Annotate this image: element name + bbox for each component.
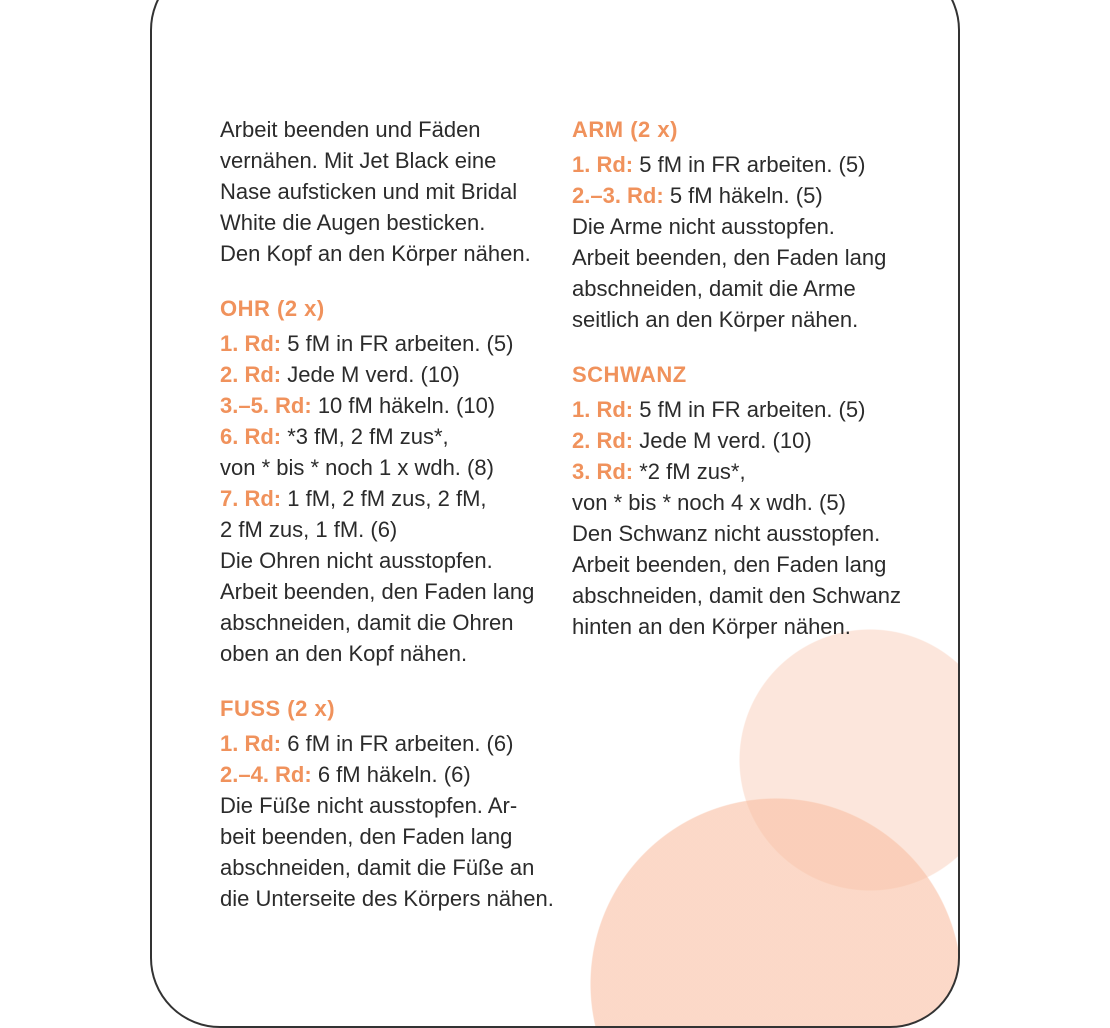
section-heading-arm: ARM (2 x) xyxy=(572,117,678,142)
text-line: 2.–3. Rd: 5 fM häkeln. (5) xyxy=(572,180,932,211)
round-label: 2.–3. Rd: xyxy=(572,183,664,208)
text-line: 7. Rd: 1 fM, 2 fM zus, 2 fM, xyxy=(220,483,560,514)
step-text: 5 fM in FR arbeiten. (5) xyxy=(281,331,514,356)
text-line: beit beenden, den Faden lang xyxy=(220,821,560,852)
step-text: 6 fM in FR arbeiten. (6) xyxy=(281,731,514,756)
section-heading-fuss: FUSS (2 x) xyxy=(220,696,336,721)
round-label: 2. Rd: xyxy=(220,362,282,387)
step-text: abschneiden, damit die Füße an xyxy=(220,855,535,880)
left-column: Arbeit beenden und Fäden vernähen. Mit Je… xyxy=(220,114,560,914)
pattern-card xyxy=(150,0,960,1028)
text-line: Die Arme nicht ausstopfen. xyxy=(572,211,932,242)
round-label: 2.–4. Rd: xyxy=(220,762,312,787)
text-line: 1. Rd: 5 fM in FR arbeiten. (5) xyxy=(572,149,932,180)
step-text: 6 fM häkeln. (6) xyxy=(311,762,471,787)
step-text: Arbeit beenden, den Faden lang xyxy=(220,579,535,604)
round-label: 1. Rd: xyxy=(220,731,282,756)
step-text: Die Füße nicht ausstopfen. Ar- xyxy=(220,793,518,818)
step-text: Den Schwanz nicht ausstopfen. xyxy=(572,521,881,546)
step-text: oben an den Kopf nähen. xyxy=(220,641,468,666)
text-line: Nase aufsticken und mit Bridal xyxy=(220,179,518,204)
step-text: 1 fM, 2 fM zus, 2 fM, xyxy=(281,486,487,511)
round-label: 3. Rd: xyxy=(572,459,634,484)
round-label: 2. Rd: xyxy=(572,428,634,453)
text-line: Arbeit beenden, den Faden lang xyxy=(572,549,932,580)
text-line: die Unterseite des Körpers nähen. xyxy=(220,883,560,914)
section-heading-ohr: OHR (2 x) xyxy=(220,296,325,321)
text-line: Den Schwanz nicht ausstopfen. xyxy=(572,518,932,549)
section-arm-steps: 1. Rd: 5 fM in FR arbeiten. (5) 2.–3. Rd:… xyxy=(572,149,932,335)
step-text: 10 fM häkeln. (10) xyxy=(311,393,496,418)
section-heading-schwanz: SCHWANZ xyxy=(572,362,687,387)
text-line: Arbeit beenden, den Faden lang xyxy=(220,576,560,607)
step-text: seitlich an den Körper nähen. xyxy=(572,307,859,332)
round-label: 1. Rd: xyxy=(572,397,634,422)
text-line: abschneiden, damit den Schwanz xyxy=(572,580,932,611)
text-line: von * bis * noch 1 x wdh. (8) xyxy=(220,452,560,483)
step-text: abschneiden, damit den Schwanz xyxy=(572,583,901,608)
round-label: 3.–5. Rd: xyxy=(220,393,312,418)
round-label: 7. Rd: xyxy=(220,486,282,511)
step-text: Jede M verd. (10) xyxy=(633,428,812,453)
text-line: seitlich an den Körper nähen. xyxy=(572,304,932,335)
text-line: 2. Rd: Jede M verd. (10) xyxy=(572,425,932,456)
text-line: hinten an den Körper nähen. xyxy=(572,611,932,642)
step-text: von * bis * noch 4 x wdh. (5) xyxy=(572,490,846,515)
step-text: beit beenden, den Faden lang xyxy=(220,824,513,849)
section-fuss-steps: 1. Rd: 6 fM in FR arbeiten. (6) 2.–4. Rd:… xyxy=(220,728,560,914)
step-text: Die Ohren nicht ausstopfen. xyxy=(220,548,493,573)
step-text: die Unterseite des Körpers nähen. xyxy=(220,886,554,911)
text-line: 2.–4. Rd: 6 fM häkeln. (6) xyxy=(220,759,560,790)
right-column: ARM (2 x) 1. Rd: 5 fM in FR arbeiten. (5… xyxy=(572,114,932,642)
text-line: von * bis * noch 4 x wdh. (5) xyxy=(572,487,932,518)
text-line: Den Kopf an den Körper nähen. xyxy=(220,241,531,266)
step-text: von * bis * noch 1 x wdh. (8) xyxy=(220,455,494,480)
round-label: 1. Rd: xyxy=(220,331,282,356)
text-line: 1. Rd: 6 fM in FR arbeiten. (6) xyxy=(220,728,560,759)
step-text: Die Arme nicht ausstopfen. xyxy=(572,214,835,239)
step-text: 5 fM in FR arbeiten. (5) xyxy=(633,152,866,177)
text-line: vernähen. Mit Jet Black eine xyxy=(220,148,497,173)
text-line: 2. Rd: Jede M verd. (10) xyxy=(220,359,560,390)
text-line: Arbeit beenden und Fäden xyxy=(220,117,481,142)
section-ohr-steps: 1. Rd: 5 fM in FR arbeiten. (5) 2. Rd: Je… xyxy=(220,328,560,669)
step-text: Jede M verd. (10) xyxy=(281,362,460,387)
step-text: abschneiden, damit die Arme xyxy=(572,276,856,301)
text-line: Die Ohren nicht ausstopfen. xyxy=(220,545,560,576)
text-line: abschneiden, damit die Füße an xyxy=(220,852,560,883)
text-line: 1. Rd: 5 fM in FR arbeiten. (5) xyxy=(220,328,560,359)
step-text: Arbeit beenden, den Faden lang xyxy=(572,552,887,577)
text-line: White die Augen besticken. xyxy=(220,210,486,235)
text-line: Die Füße nicht ausstopfen. Ar- xyxy=(220,790,560,821)
text-line: abschneiden, damit die Arme xyxy=(572,273,932,304)
step-text: abschneiden, damit die Ohren xyxy=(220,610,514,635)
section-schwanz-steps: 1. Rd: 5 fM in FR arbeiten. (5) 2. Rd: Je… xyxy=(572,394,932,642)
text-line: Arbeit beenden, den Faden lang xyxy=(572,242,932,273)
text-line: oben an den Kopf nähen. xyxy=(220,638,560,669)
text-line: 6. Rd: *3 fM, 2 fM zus*, xyxy=(220,421,560,452)
round-label: 1. Rd: xyxy=(572,152,634,177)
intro-paragraph: Arbeit beenden und Fäden vernähen. Mit Je… xyxy=(220,114,560,269)
text-line: 1. Rd: 5 fM in FR arbeiten. (5) xyxy=(572,394,932,425)
step-text: 5 fM häkeln. (5) xyxy=(663,183,823,208)
step-text: 5 fM in FR arbeiten. (5) xyxy=(633,397,866,422)
step-text: *2 fM zus*, xyxy=(633,459,746,484)
step-text: hinten an den Körper nähen. xyxy=(572,614,851,639)
round-label: 6. Rd: xyxy=(220,424,282,449)
text-line: 2 fM zus, 1 fM. (6) xyxy=(220,514,560,545)
step-text: Arbeit beenden, den Faden lang xyxy=(572,245,887,270)
text-line: abschneiden, damit die Ohren xyxy=(220,607,560,638)
step-text: *3 fM, 2 fM zus*, xyxy=(281,424,449,449)
text-line: 3. Rd: *2 fM zus*, xyxy=(572,456,932,487)
step-text: 2 fM zus, 1 fM. (6) xyxy=(220,517,398,542)
text-line: 3.–5. Rd: 10 fM häkeln. (10) xyxy=(220,390,560,421)
